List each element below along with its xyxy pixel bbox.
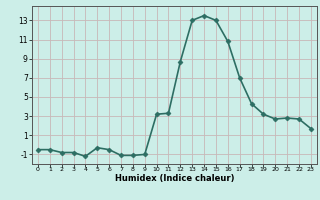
X-axis label: Humidex (Indice chaleur): Humidex (Indice chaleur) bbox=[115, 174, 234, 183]
